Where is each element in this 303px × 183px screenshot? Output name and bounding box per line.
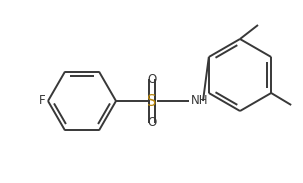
Text: S: S (147, 94, 157, 109)
Text: O: O (147, 73, 157, 86)
Text: O: O (147, 116, 157, 129)
Text: F: F (39, 94, 46, 107)
Text: NH: NH (191, 94, 208, 107)
